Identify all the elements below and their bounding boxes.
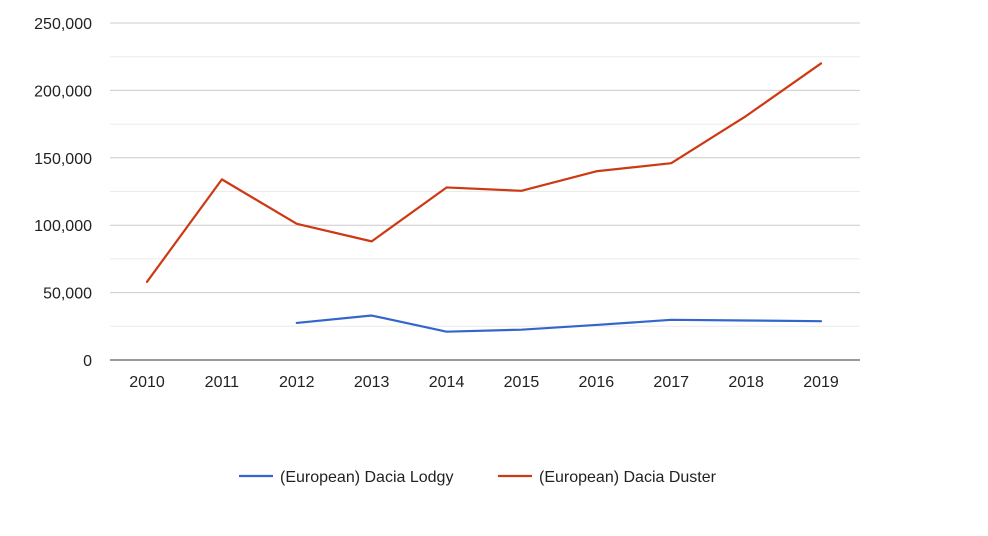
x-tick-label: 2018	[728, 374, 764, 391]
legend-label: (European) Dacia Lodgy	[280, 469, 453, 486]
data-point	[821, 321, 822, 322]
legend-label: (European) Dacia Duster	[539, 469, 717, 486]
y-tick-label: 100,000	[34, 218, 92, 235]
data-point	[446, 331, 447, 332]
data-point	[446, 187, 447, 188]
x-tick-label: 2019	[803, 374, 839, 391]
y-tick-label: 200,000	[34, 83, 92, 100]
data-point	[371, 241, 372, 242]
x-tick-label: 2011	[205, 374, 240, 391]
y-tick-label: 250,000	[34, 16, 92, 33]
data-point	[521, 190, 522, 191]
x-tick-label: 2014	[429, 374, 465, 391]
x-tick-label: 2010	[129, 374, 165, 391]
legend-item-dacia-lodgy[interactable]: (European) Dacia Lodgy	[239, 469, 453, 486]
y-tick-label: 50,000	[43, 286, 92, 303]
x-tick-label: 2012	[279, 374, 315, 391]
y-tick-label: 0	[83, 353, 92, 370]
data-point	[671, 319, 672, 320]
x-axis-tick-labels: 2010 2011 2012 2013 2014 2015 2016 2017 2018 2019	[129, 374, 839, 391]
x-tick-label: 2016	[579, 374, 615, 391]
series-line-dacia-lodgy	[295, 314, 823, 333]
series-line-dacia-duster	[145, 62, 823, 283]
y-tick-label: 150,000	[34, 151, 92, 168]
x-tick-label: 2015	[504, 374, 540, 391]
data-point	[147, 281, 148, 282]
data-point	[296, 322, 297, 323]
series-lines	[145, 62, 823, 333]
x-tick-label: 2013	[354, 374, 390, 391]
data-point	[521, 329, 522, 330]
data-point	[596, 324, 597, 325]
data-point	[671, 163, 672, 164]
x-tick-label: 2017	[653, 374, 689, 391]
data-point	[746, 116, 747, 117]
y-axis-tick-labels: 0 50,000 100,000 150,000 200,000 250,000	[34, 16, 92, 370]
data-point	[371, 315, 372, 316]
gridlines	[110, 22, 860, 327]
legend-item-dacia-duster[interactable]: (European) Dacia Duster	[498, 469, 717, 486]
data-point	[296, 223, 297, 224]
data-point	[221, 179, 222, 180]
legend[interactable]: (European) Dacia Lodgy (European) Dacia D…	[239, 469, 717, 486]
data-point	[746, 320, 747, 321]
data-point	[596, 171, 597, 172]
data-point	[821, 63, 822, 64]
